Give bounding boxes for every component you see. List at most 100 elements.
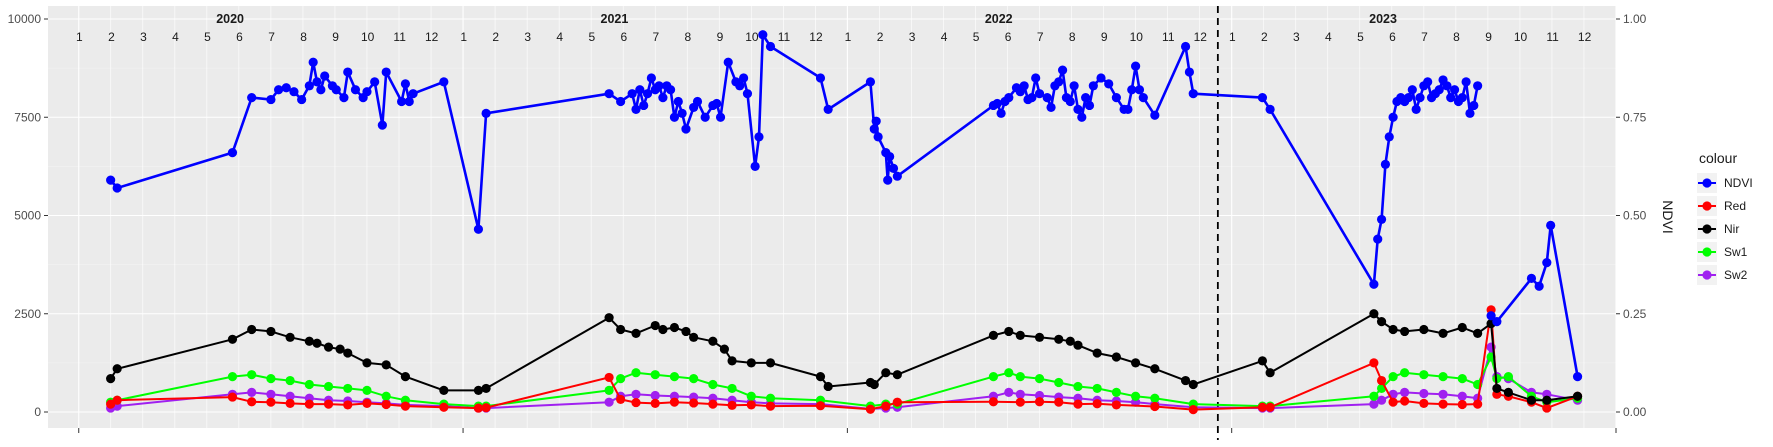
year-label: 2021 <box>601 12 629 26</box>
month-label: 2 <box>492 30 499 44</box>
data-point-nir <box>1388 324 1398 335</box>
month-label: 2 <box>877 30 884 44</box>
data-point-sw1 <box>381 391 391 401</box>
data-point-ndvi <box>873 132 883 142</box>
right-tick-label: 0.75 <box>1623 110 1647 124</box>
data-point-ndvi <box>1461 77 1471 87</box>
data-point-nir <box>869 379 879 390</box>
data-point-red <box>481 403 491 413</box>
data-point-sw2 <box>631 389 641 399</box>
data-point-ndvi <box>316 85 326 95</box>
month-label: 10 <box>361 30 375 44</box>
data-point-ndvi <box>381 67 391 77</box>
data-point-sw1 <box>362 385 372 395</box>
month-label: 4 <box>1325 30 1332 44</box>
data-point-ndvi <box>1415 93 1425 103</box>
data-point-nir <box>1257 356 1268 366</box>
data-point-nir <box>1034 332 1045 342</box>
data-point-sw1 <box>285 375 295 386</box>
left-tick-label: 5000 <box>14 209 41 223</box>
data-point-ndvi <box>669 112 680 122</box>
data-point-sw1 <box>727 383 737 394</box>
data-point-nir <box>343 348 353 358</box>
data-point-nir <box>1004 326 1014 337</box>
legend-key-point <box>1702 178 1712 188</box>
data-point-sw1 <box>247 370 257 380</box>
month-label: 3 <box>524 30 531 44</box>
data-point-sw1 <box>616 373 626 384</box>
data-point-nir <box>719 344 729 354</box>
data-point-ndvi <box>665 85 676 95</box>
data-point-nir <box>1150 364 1160 374</box>
data-point-red <box>1265 402 1275 412</box>
month-label: 4 <box>556 30 563 44</box>
data-point-nir <box>631 328 641 338</box>
data-point-nir <box>689 332 699 342</box>
data-point-sw2 <box>1400 387 1410 397</box>
data-point-nir <box>1457 322 1467 333</box>
data-point-sw1 <box>669 372 680 382</box>
grid-layer <box>48 6 1617 428</box>
data-point-nir <box>323 342 334 352</box>
data-point-sw1 <box>1400 368 1410 378</box>
data-point-red <box>1092 399 1102 409</box>
legend-item-sw2: Sw2 <box>1697 265 1748 285</box>
legend-key-point <box>1702 270 1712 280</box>
month-label: 9 <box>332 30 339 44</box>
data-point-red <box>1150 401 1160 412</box>
data-point-nir <box>1419 324 1429 335</box>
data-point-sw2 <box>1004 387 1014 397</box>
month-label: 7 <box>268 30 275 44</box>
data-point-ndvi <box>869 124 879 134</box>
legend-title: colour <box>1699 150 1737 166</box>
data-point-ndvi <box>297 94 307 105</box>
data-point-red <box>1388 397 1398 407</box>
data-point-red <box>439 402 449 412</box>
data-point-sw2 <box>1376 395 1387 405</box>
month-label: 11 <box>393 30 406 44</box>
data-point-ndvi <box>692 96 703 107</box>
data-point-red <box>1419 398 1429 408</box>
data-point-nir <box>106 373 116 384</box>
data-point-ndvi <box>1542 258 1552 268</box>
month-label: 4 <box>172 30 179 44</box>
data-point-ndvi <box>1449 85 1460 95</box>
data-point-nir <box>669 322 680 333</box>
data-point-nir <box>881 368 891 378</box>
data-point-ndvi <box>1257 93 1268 103</box>
data-point-red <box>616 394 626 405</box>
data-point-ndvi <box>1373 234 1383 244</box>
month-label: 12 <box>1578 30 1592 44</box>
legend-label: Sw1 <box>1724 245 1748 259</box>
data-point-red <box>473 403 484 413</box>
right-axis-title: NDVI <box>1660 200 1676 233</box>
data-point-ndvi <box>1096 73 1106 83</box>
data-point-nir <box>1073 340 1083 350</box>
data-point-nir <box>1111 352 1121 362</box>
month-label: 10 <box>1130 30 1144 44</box>
month-labels: 1 2 3 4 5 6 7 8 9 10 11 12 1 2 3 4 5 6 7 8 9 10 11 12 1 2 3 4 5 6 7 8 9 1… <box>76 6 1592 440</box>
data-point-sw1 <box>266 373 276 384</box>
data-point-ndvi <box>350 85 361 95</box>
month-label: 5 <box>588 30 595 44</box>
data-point-ndvi <box>1088 81 1098 91</box>
data-point-red <box>865 404 876 414</box>
data-point-ndvi <box>1380 159 1391 170</box>
left-tick-label: 2500 <box>14 307 41 321</box>
data-point-ndvi <box>1104 79 1114 89</box>
data-point-ndvi <box>331 85 341 95</box>
data-point-ndvi <box>1077 112 1087 122</box>
data-point-sw2 <box>266 389 276 399</box>
legend-label: NDVI <box>1724 176 1753 190</box>
legend-item-nir: Nir <box>1697 219 1739 239</box>
month-label: 1 <box>460 30 467 44</box>
data-point-ndvi <box>750 161 760 171</box>
data-point-ndvi <box>439 77 449 87</box>
data-point-red <box>881 401 891 411</box>
data-point-sw2 <box>1438 389 1448 399</box>
data-point-nir <box>266 326 276 337</box>
data-point-ndvi <box>106 175 116 185</box>
data-point-ndvi <box>473 224 484 234</box>
